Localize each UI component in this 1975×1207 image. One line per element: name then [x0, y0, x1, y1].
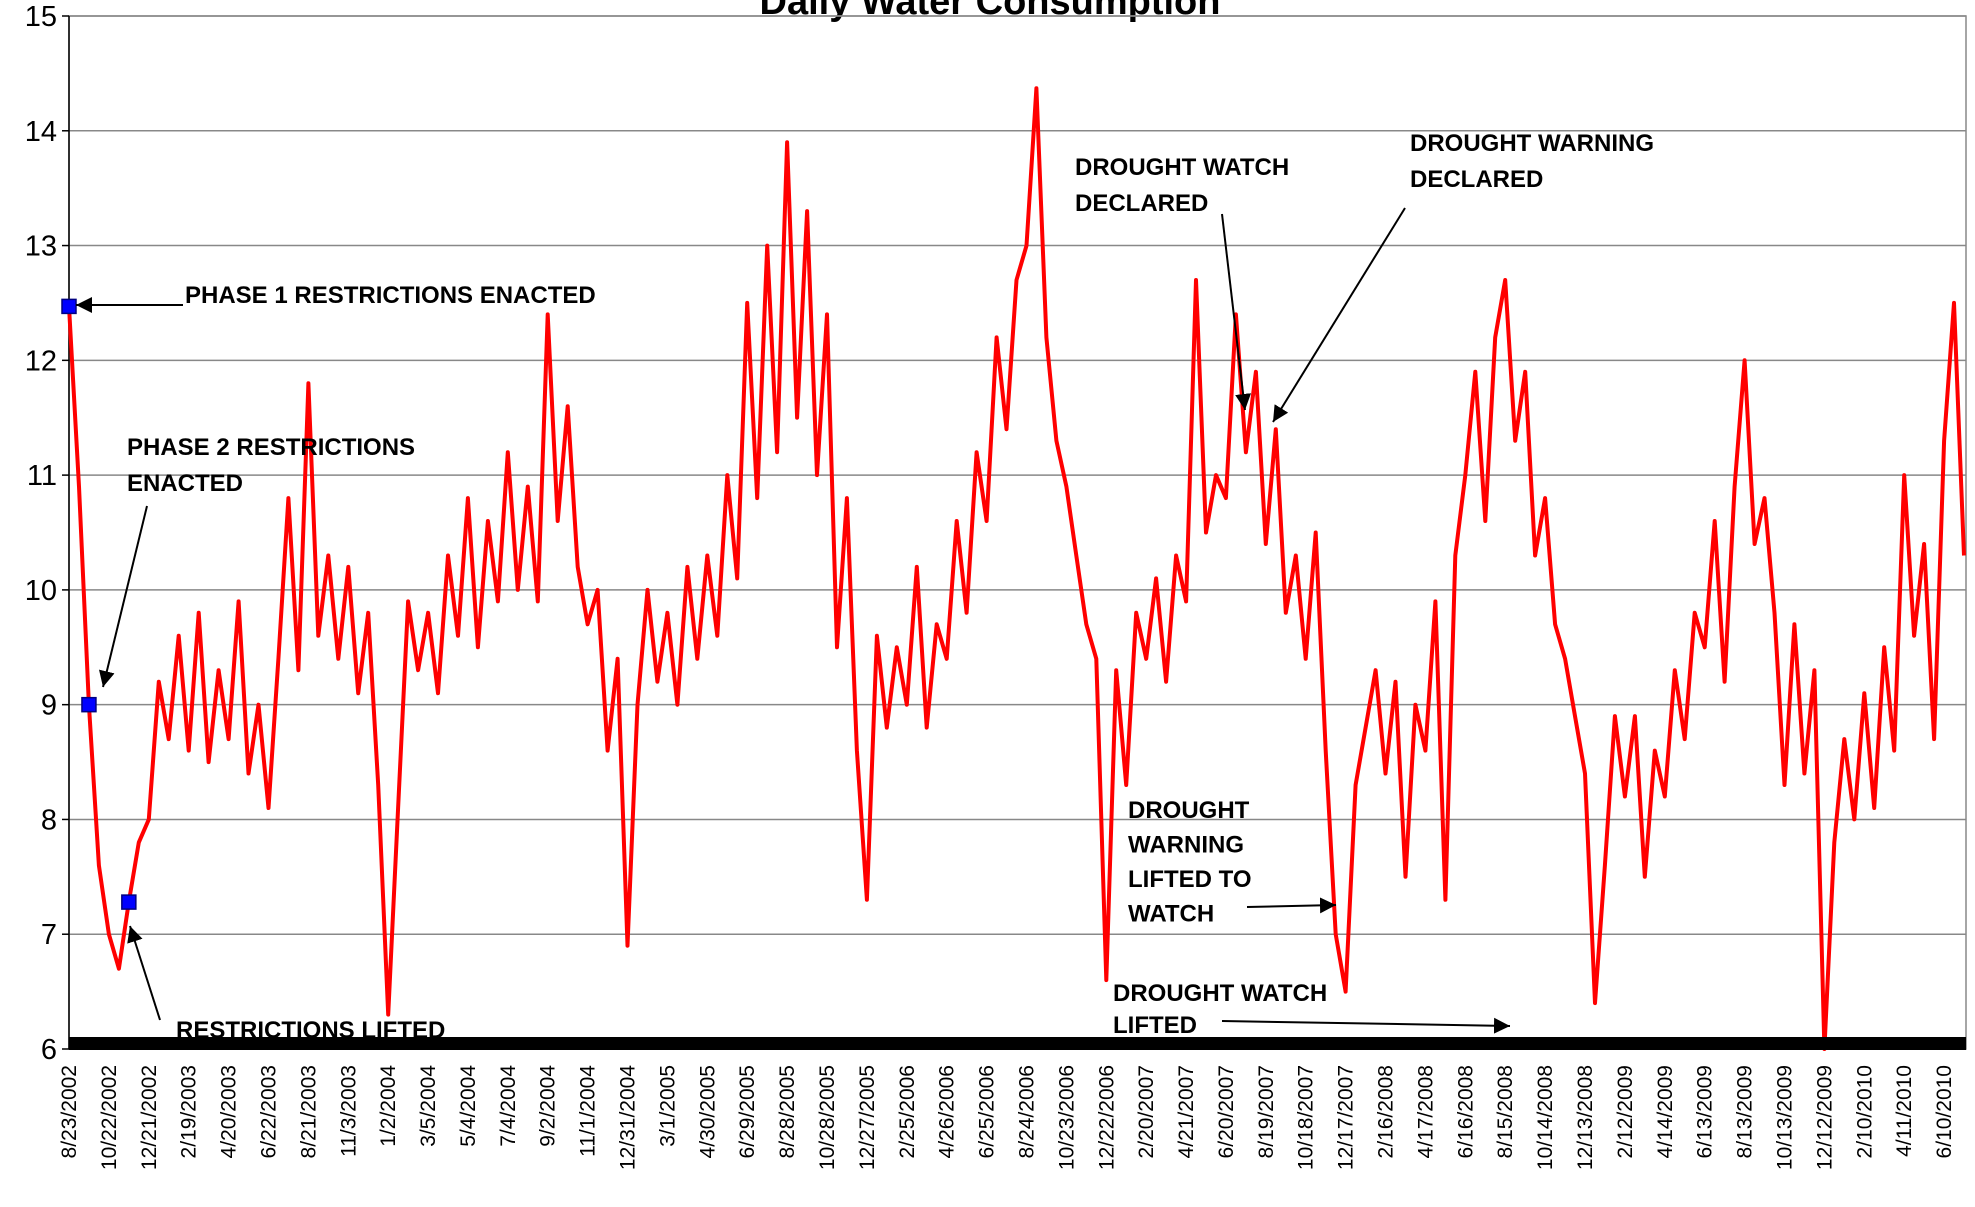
x-tick-label: 12/21/2002 [138, 1065, 161, 1170]
annotation: DROUGHT WARNING [1410, 130, 1654, 157]
x-tick-label: 3/5/2004 [417, 1065, 440, 1147]
x-tick-label: 12/27/2005 [856, 1065, 879, 1170]
y-tick-label: 6 [41, 1034, 57, 1066]
x-tick-label: 10/22/2002 [98, 1065, 121, 1170]
annotation-arrow [99, 505, 148, 688]
x-tick-label: 11/1/2004 [577, 1065, 600, 1157]
annotation: PHASE 1 RESTRICTIONS ENACTED [185, 282, 596, 309]
annotation: DROUGHT WATCH [1075, 154, 1289, 181]
x-tick-label: 4/17/2008 [1414, 1065, 1437, 1158]
x-tick-label: 10/23/2006 [1055, 1065, 1078, 1170]
y-tick-label: 9 [41, 690, 57, 722]
chart-title: Daily Water Consumption [760, 0, 1221, 23]
x-tick-label: 5/4/2004 [457, 1065, 480, 1147]
annotation: DROUGHT [1128, 797, 1250, 824]
annotation: DECLARED [1410, 166, 1543, 193]
annotation: DECLARED [1075, 190, 1208, 217]
point-marker [121, 894, 137, 910]
point-marker [81, 696, 97, 713]
x-tick-label: 6/22/2003 [257, 1065, 280, 1158]
x-tick-label: 9/2/2004 [537, 1065, 560, 1147]
x-tick-label: 2/12/2009 [1614, 1065, 1637, 1158]
x-tick-label: 8/19/2007 [1255, 1065, 1278, 1158]
annotation-arrow [127, 925, 161, 1021]
x-tick-label: 8/28/2005 [776, 1065, 799, 1158]
annotation-arrow [1221, 213, 1252, 411]
point-marker [61, 298, 77, 315]
x-tick-label: 3/1/2005 [656, 1065, 679, 1147]
x-tick-label: 2/16/2008 [1375, 1065, 1398, 1158]
x-tick-label: 12/13/2008 [1574, 1065, 1597, 1170]
x-tick-label: 2/20/2007 [1135, 1065, 1158, 1158]
x-tick-label: 2/25/2006 [896, 1065, 919, 1158]
plot-area [68, 15, 1967, 1050]
x-tick-label: 6/25/2006 [976, 1065, 999, 1158]
x-tick-label: 2/10/2010 [1853, 1065, 1876, 1158]
x-tick-label: 2/19/2003 [178, 1065, 201, 1158]
x-tick-label: 8/23/2002 [58, 1065, 81, 1158]
x-tick-label: 10/18/2007 [1295, 1065, 1318, 1170]
annotation: DROUGHT WATCH [1113, 980, 1327, 1007]
x-tick-label: 1/2/2004 [377, 1065, 400, 1147]
x-tick-label: 4/11/2010 [1893, 1065, 1916, 1157]
x-tick-label: 4/20/2003 [218, 1065, 241, 1158]
x-tick-label: 8/21/2003 [297, 1065, 320, 1158]
annotation: LIFTED TO [1128, 866, 1252, 893]
x-tick-label: 8/15/2008 [1494, 1065, 1517, 1158]
x-tick-label: 10/14/2008 [1534, 1065, 1557, 1170]
x-axis [69, 1037, 1966, 1050]
annotation: LIFTED [1113, 1012, 1197, 1039]
x-tick-label: 12/17/2007 [1335, 1065, 1358, 1170]
x-tick-label: 12/22/2006 [1095, 1065, 1118, 1170]
y-tick-label: 14 [25, 116, 57, 148]
x-tick-label: 6/16/2008 [1454, 1065, 1477, 1158]
y-tick-label: 10 [25, 575, 57, 607]
x-tick-label: 7/4/2004 [497, 1065, 520, 1147]
y-tick-label: 7 [41, 919, 57, 951]
x-tick-label: 4/21/2007 [1175, 1065, 1198, 1158]
annotation-arrow [1221, 1017, 1511, 1034]
annotation: PHASE 2 RESTRICTIONS [127, 434, 415, 461]
annotation: RESTRICTIONS LIFTED [176, 1017, 445, 1044]
x-tick-label: 4/26/2006 [936, 1065, 959, 1158]
x-tick-label: 6/20/2007 [1215, 1065, 1238, 1158]
x-tick-label: 6/10/2010 [1933, 1065, 1956, 1158]
x-tick-label: 12/12/2009 [1813, 1065, 1836, 1170]
y-tick-label: 12 [25, 345, 57, 377]
data-line [67, 86, 1966, 1051]
y-tick-label: 15 [25, 1, 57, 33]
x-tick-label: 8/24/2006 [1015, 1065, 1038, 1158]
x-tick-label: 6/13/2009 [1694, 1065, 1717, 1158]
x-tick-label: 4/30/2005 [696, 1065, 719, 1158]
x-tick-label: 11/3/2003 [337, 1065, 360, 1157]
y-tick-label: 8 [41, 804, 57, 836]
x-tick-label: 6/29/2005 [736, 1065, 759, 1158]
y-tick-label: 13 [25, 231, 57, 263]
annotation-arrow [1272, 207, 1406, 423]
annotation: ENACTED [127, 470, 243, 497]
x-tick-label: 10/13/2009 [1773, 1065, 1796, 1170]
x-tick-label: 12/31/2004 [617, 1065, 640, 1170]
annotation: WATCH [1128, 901, 1214, 928]
annotation-arrow [1246, 897, 1337, 914]
y-tick-label: 11 [27, 460, 57, 492]
annotation: WARNING [1128, 832, 1244, 859]
x-tick-label: 8/13/2009 [1734, 1065, 1757, 1158]
x-tick-label: 10/28/2005 [816, 1065, 839, 1170]
x-tick-label: 4/14/2009 [1654, 1065, 1677, 1158]
